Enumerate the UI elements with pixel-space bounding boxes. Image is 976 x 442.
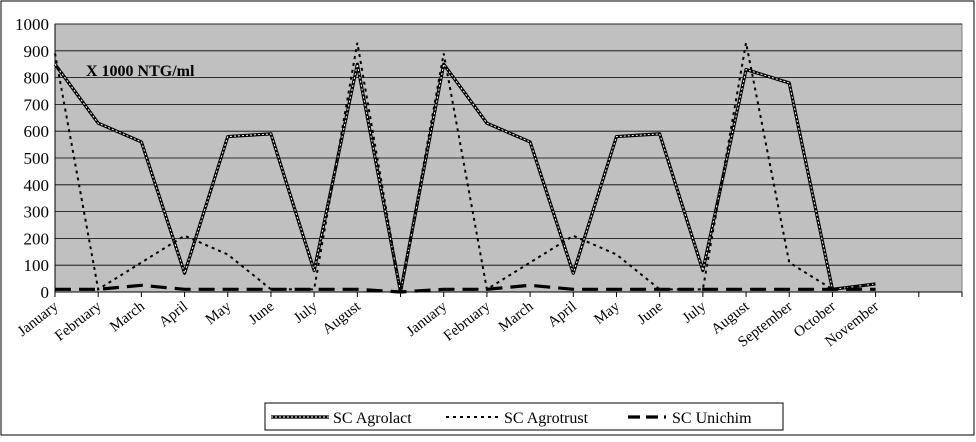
y-tick-label: 1000 — [15, 15, 49, 34]
y-tick-label: 200 — [24, 229, 50, 248]
y-axis: 0 100 200 300 400 500 600 700 800 900 1000 — [15, 15, 962, 302]
legend: SC Agrolact SC Agrotrust SC Unichim — [264, 402, 784, 431]
y-tick-label: 600 — [24, 122, 50, 141]
legend-label-unichim: SC Unichim — [672, 410, 752, 427]
legend-box — [264, 402, 784, 431]
plot-area — [54, 23, 963, 293]
y-tick-label: 100 — [24, 256, 50, 275]
series-lines — [53, 42, 876, 294]
y-tick-label: 800 — [24, 69, 50, 88]
y-tick-label: 0 — [41, 283, 50, 302]
unit-annotation: X 1000 NTG/ml — [86, 63, 195, 80]
y-tick-label: 900 — [24, 42, 50, 61]
series-line-agrotrust — [54, 42, 876, 293]
y-tick-label: 700 — [24, 95, 50, 114]
series-line-agrolact — [53, 62, 876, 294]
y-tick-label: 400 — [24, 176, 50, 195]
series-line-unichim — [55, 283, 876, 294]
y-tick-label: 500 — [24, 149, 50, 168]
legend-label-agrolact: SC Agrolact — [333, 410, 412, 427]
legend-label-agrotrust: SC Agrotrust — [504, 410, 589, 427]
y-tick-label: 300 — [24, 203, 50, 222]
